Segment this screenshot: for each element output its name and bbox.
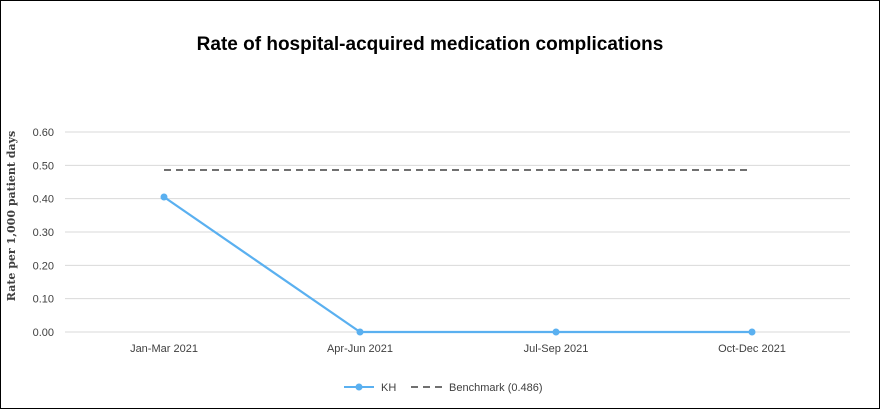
y-axis-title: Rate per 1,000 patient days bbox=[5, 131, 18, 301]
y-tick-label: 0.60 bbox=[33, 127, 54, 139]
legend-label: Benchmark (0.486) bbox=[449, 382, 543, 394]
legend: KH Benchmark (0.486) bbox=[344, 382, 543, 394]
y-tick-label: 0.40 bbox=[33, 194, 54, 206]
series-line-kh bbox=[163, 196, 752, 334]
legend-marker bbox=[355, 383, 363, 391]
chart-title: Rate of hospital-acquired medication com… bbox=[196, 34, 664, 55]
data-point bbox=[552, 328, 560, 336]
x-tick-label: Jul-Sep 2021 bbox=[524, 343, 589, 355]
y-tick-label: 0.20 bbox=[33, 260, 54, 272]
y-tick-label: 0.10 bbox=[33, 294, 54, 306]
series-lines bbox=[160, 169, 756, 336]
x-tick-labels: Jan-Mar 2021 Apr-Jun 2021 Jul-Sep 2021 Oct-… bbox=[130, 343, 786, 355]
y-tick-label: 0.30 bbox=[33, 227, 54, 239]
x-tick-label: Jan-Mar 2021 bbox=[130, 343, 198, 355]
data-point bbox=[748, 328, 756, 336]
y-tick-labels: 0.00 0.10 0.20 0.30 0.40 0.50 0.60 bbox=[33, 127, 54, 339]
legend-label: KH bbox=[381, 382, 396, 394]
x-tick-label: Oct-Dec 2021 bbox=[718, 343, 786, 355]
y-tick-label: 0.50 bbox=[33, 160, 54, 172]
y-tick-label: 0.00 bbox=[33, 327, 54, 339]
data-point bbox=[356, 328, 364, 336]
x-tick-label: Apr-Jun 2021 bbox=[327, 343, 393, 355]
gridlines bbox=[65, 131, 850, 333]
data-point bbox=[160, 193, 168, 201]
